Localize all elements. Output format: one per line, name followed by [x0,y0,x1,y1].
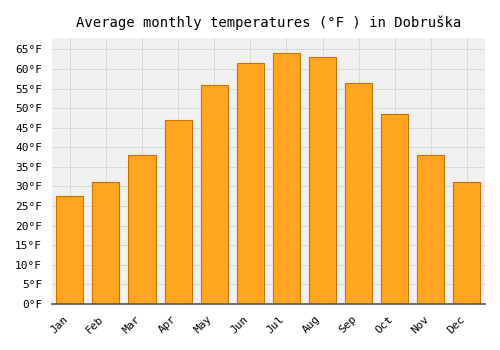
Bar [309,57,336,304]
Title: Average monthly temperatures (°F ) in Dobruška: Average monthly temperatures (°F ) in Do… [76,15,461,29]
Bar [56,196,84,304]
Bar [345,83,372,304]
Bar [454,182,480,304]
Bar [92,182,120,304]
Bar [237,63,264,304]
Bar [381,114,408,304]
Bar [164,120,192,304]
Bar [200,85,228,304]
Bar [273,53,300,304]
Bar [128,155,156,304]
Bar [418,155,444,304]
